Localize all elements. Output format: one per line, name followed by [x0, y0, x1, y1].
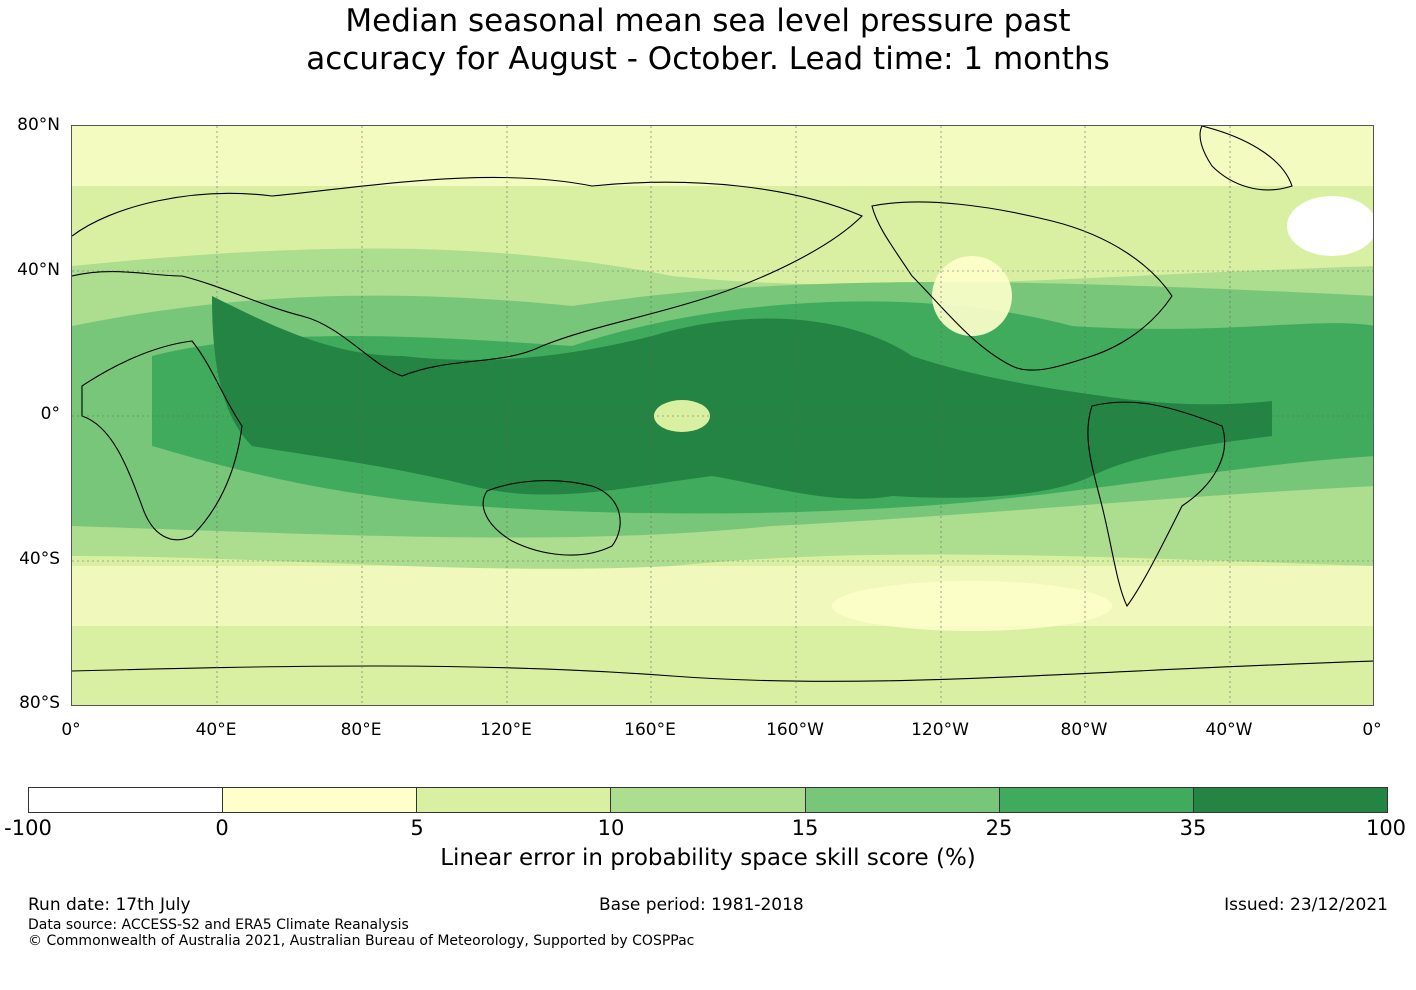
- colorbar-seg-10-15: [611, 788, 806, 812]
- lon-label-40w: 40°W: [1205, 720, 1253, 740]
- colorbar-seg-neg100-0: [29, 788, 224, 812]
- australia-coast: [482, 480, 621, 556]
- lon-label-160w: 160°W: [766, 720, 824, 740]
- lat-label-0: 0°: [40, 404, 60, 424]
- lat-label-80s: 80°S: [19, 693, 60, 713]
- colorbar-tick: 0: [215, 816, 229, 840]
- colorbar-tick: 10: [597, 816, 625, 840]
- na-light-patch: [932, 256, 1012, 336]
- colorbar-seg-0-5: [223, 788, 418, 812]
- africa-coast: [81, 340, 243, 541]
- colorbar: [28, 787, 1388, 813]
- lat-label-40s: 40°S: [19, 549, 60, 569]
- colorbar-tick: -100: [4, 816, 52, 840]
- lon-label-160e: 160°E: [624, 720, 676, 740]
- colorbar-seg-25-35: [999, 788, 1194, 812]
- skill-map-svg: [72, 126, 1373, 705]
- lon-label-80e: 80°E: [340, 720, 382, 740]
- arctic-white-patch: [1287, 196, 1373, 256]
- colorbar-tick: 100: [1365, 816, 1407, 840]
- title-line-1: Median seasonal mean sea level pressure …: [345, 3, 1071, 39]
- coastlines: [72, 126, 1373, 682]
- graticule: [72, 126, 1373, 705]
- base-period: Base period: 1981-2018: [599, 895, 804, 915]
- copyright: © Commonwealth of Australia 2021, Austra…: [28, 933, 695, 949]
- southern-light-band: [72, 566, 1373, 626]
- colorbar-seg-35-100: [1193, 788, 1387, 812]
- skill-map: [71, 125, 1374, 706]
- run-date: Run date: 17th July: [28, 895, 191, 915]
- antarctica-coast: [72, 660, 1373, 682]
- colorbar-seg-15-25: [805, 788, 1000, 812]
- data-source: Data source: ACCESS-S2 and ERA5 Climate …: [28, 917, 409, 933]
- lon-label-40e: 40°E: [195, 720, 237, 740]
- colorbar-seg-5-10: [417, 788, 612, 812]
- band-35-100: [212, 296, 1272, 499]
- colorbar-tick: 25: [985, 816, 1013, 840]
- southern-ocean-light-patch: [832, 581, 1112, 631]
- lon-label-0-left: 0°: [61, 720, 81, 740]
- lat-label-80n: 80°N: [17, 115, 60, 135]
- lon-label-120e: 120°E: [480, 720, 532, 740]
- colorbar-label: Linear error in probability space skill …: [440, 845, 976, 871]
- arctic-band: [72, 126, 1373, 186]
- colorbar-tick: 5: [410, 816, 424, 840]
- title-line-2: accuracy for August - October. Lead time…: [306, 41, 1110, 77]
- lon-label-0-right: 0°: [1362, 720, 1382, 740]
- north-america-coast: [871, 201, 1173, 371]
- south-america-coast: [1087, 401, 1226, 608]
- lon-label-80w: 80°W: [1060, 720, 1108, 740]
- eurasia-coast: [72, 176, 863, 377]
- colorbar-tick: 35: [1179, 816, 1207, 840]
- chart-title: Median seasonal mean sea level pressure …: [0, 0, 1416, 78]
- lat-label-40n: 40°N: [17, 260, 60, 280]
- lon-label-120w: 120°W: [911, 720, 969, 740]
- issued-date: Issued: 23/12/2021: [1224, 895, 1388, 915]
- colorbar-tick: 15: [791, 816, 819, 840]
- greenland-coast: [1199, 126, 1293, 191]
